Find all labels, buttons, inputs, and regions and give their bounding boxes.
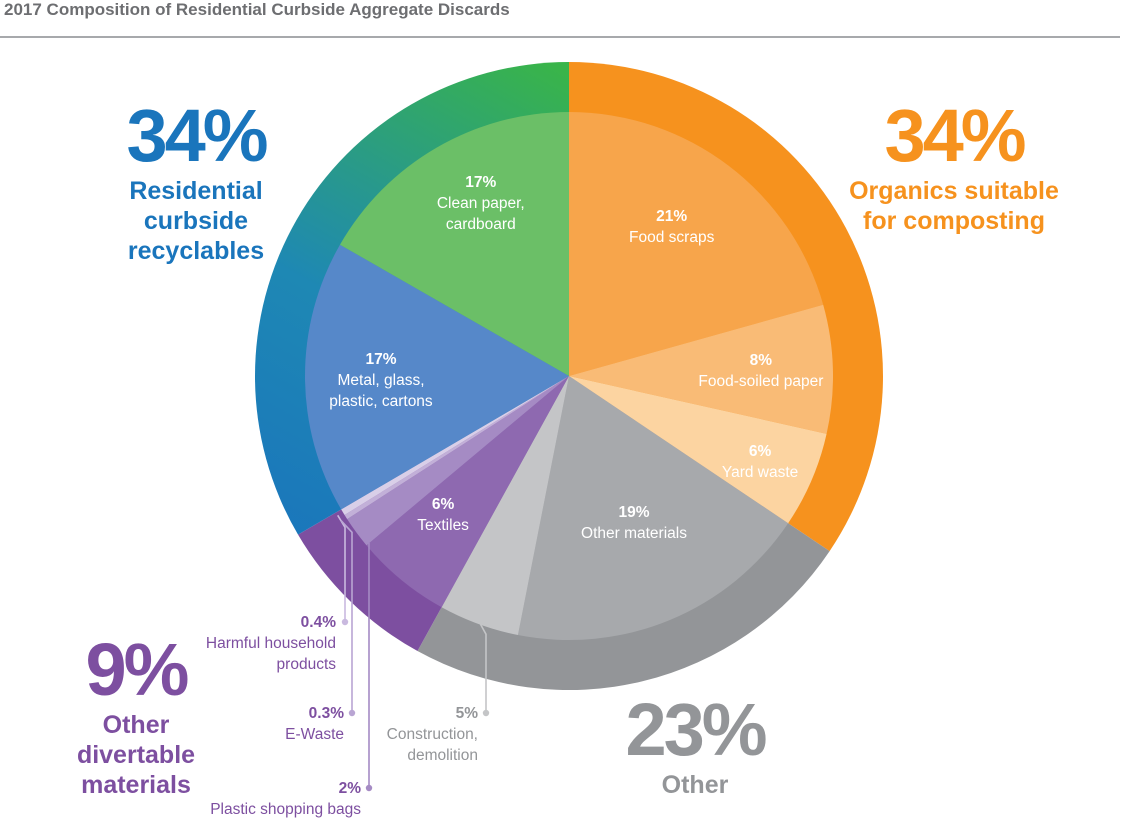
leader-lines bbox=[337, 514, 490, 792]
pie-slice-e-waste bbox=[344, 376, 569, 520]
callout-pct: 5% bbox=[455, 705, 478, 722]
slice-pct: 21% bbox=[656, 207, 688, 225]
callout-pct: 0.3% bbox=[308, 705, 344, 722]
slice-name: Clean paper, cardboard bbox=[436, 195, 525, 234]
pie-slice-plastic-shopping-bags bbox=[347, 376, 569, 546]
slice-pct: 8% bbox=[749, 352, 773, 369]
leader-line-construction bbox=[478, 621, 487, 713]
leader-dot-harmful bbox=[341, 618, 349, 626]
slice-name: Yard waste bbox=[721, 464, 799, 482]
slice-pct: 6% bbox=[431, 495, 455, 513]
group-name: Other bbox=[661, 771, 729, 799]
group-total-divertable: 9% Other divertable materials bbox=[50, 630, 222, 800]
slice-name: Food scraps bbox=[629, 228, 715, 246]
pie-slice-textiles bbox=[366, 376, 569, 608]
group-name: Organics suitable for composting bbox=[849, 177, 1059, 235]
pie-slice-harmful-household-products bbox=[341, 376, 569, 515]
group-pct: 23% bbox=[625, 688, 767, 771]
slice-pct: 19% bbox=[618, 504, 650, 522]
group-total-organics: 34% Organics suitable for composting bbox=[820, 96, 1088, 236]
group-name: Other divertable materials bbox=[76, 711, 196, 799]
pie-slice-construction-demolition bbox=[441, 376, 569, 636]
callout-harmful-household-products: 0.4% Harmful household products bbox=[206, 612, 336, 675]
pie-slice-food-scraps bbox=[569, 112, 824, 376]
callout-plastic-shopping-bags: 2% Plastic shopping bags bbox=[210, 778, 361, 820]
chart-title: 2017 Composition of Residential Curbside… bbox=[4, 0, 510, 19]
callout-pct: 0.4% bbox=[300, 614, 336, 631]
group-name: Residential curbside recyclables bbox=[127, 177, 265, 265]
slice-label-other-materials: 19% Other materials bbox=[581, 502, 687, 544]
slice-label-yard-waste: 6% Yard waste bbox=[722, 441, 798, 483]
group-pct: 34% bbox=[884, 94, 1026, 177]
slice-name: Textiles bbox=[417, 516, 469, 534]
slice-label-food-scraps: 21% Food scraps bbox=[629, 206, 714, 248]
callout-name: Plastic shopping bags bbox=[210, 801, 361, 818]
pie-slice-other-materials bbox=[517, 376, 789, 641]
pie-slice-clean-paper-cardboard bbox=[339, 112, 569, 376]
leader-dot-construction bbox=[482, 709, 490, 717]
group-total-recyclables: 34% Residential curbside recyclables bbox=[65, 96, 327, 266]
slice-name: Food-soiled paper bbox=[698, 373, 824, 390]
group-total-other: 23% Other bbox=[600, 690, 790, 800]
callout-name: Construction, demolition bbox=[386, 726, 478, 764]
callout-pct: 2% bbox=[338, 780, 361, 797]
slice-pct: 6% bbox=[748, 443, 772, 461]
leader-line-harmful bbox=[337, 514, 346, 622]
leader-line-bags bbox=[357, 530, 370, 788]
leader-dot-bags bbox=[365, 784, 373, 792]
slice-name: Metal, glass, plastic, cartons bbox=[329, 372, 433, 411]
slice-name: Other materials bbox=[581, 525, 687, 543]
group-pct: 9% bbox=[85, 628, 190, 711]
leader-dot-ewaste bbox=[348, 709, 356, 717]
callout-e-waste: 0.3% E-Waste bbox=[285, 703, 344, 745]
leader-line-ewaste bbox=[340, 519, 353, 713]
group-pct: 34% bbox=[126, 94, 268, 177]
slice-pct: 17% bbox=[465, 174, 497, 192]
callout-name: Harmful household products bbox=[205, 635, 336, 673]
title-divider bbox=[0, 36, 1120, 38]
pie-slice-yard-waste bbox=[569, 376, 827, 524]
pie-slice-metal-glass-plastic-cartons bbox=[304, 244, 569, 510]
callout-construction-demolition: 5% Construction, demolition bbox=[387, 703, 478, 766]
slice-layer bbox=[304, 112, 834, 641]
callout-name: E-Waste bbox=[285, 726, 344, 743]
slice-label-food-soiled-paper: 8% Food-soiled paper bbox=[698, 350, 823, 392]
slice-label-textiles: 6% Textiles bbox=[417, 494, 469, 536]
slice-pct: 17% bbox=[365, 351, 397, 369]
slice-label-metal-glass: 17% Metal, glass, plastic, cartons bbox=[329, 349, 432, 412]
pie-slice-food-soiled-paper bbox=[569, 304, 834, 434]
slice-label-clean-paper: 17% Clean paper, cardboard bbox=[437, 172, 525, 235]
